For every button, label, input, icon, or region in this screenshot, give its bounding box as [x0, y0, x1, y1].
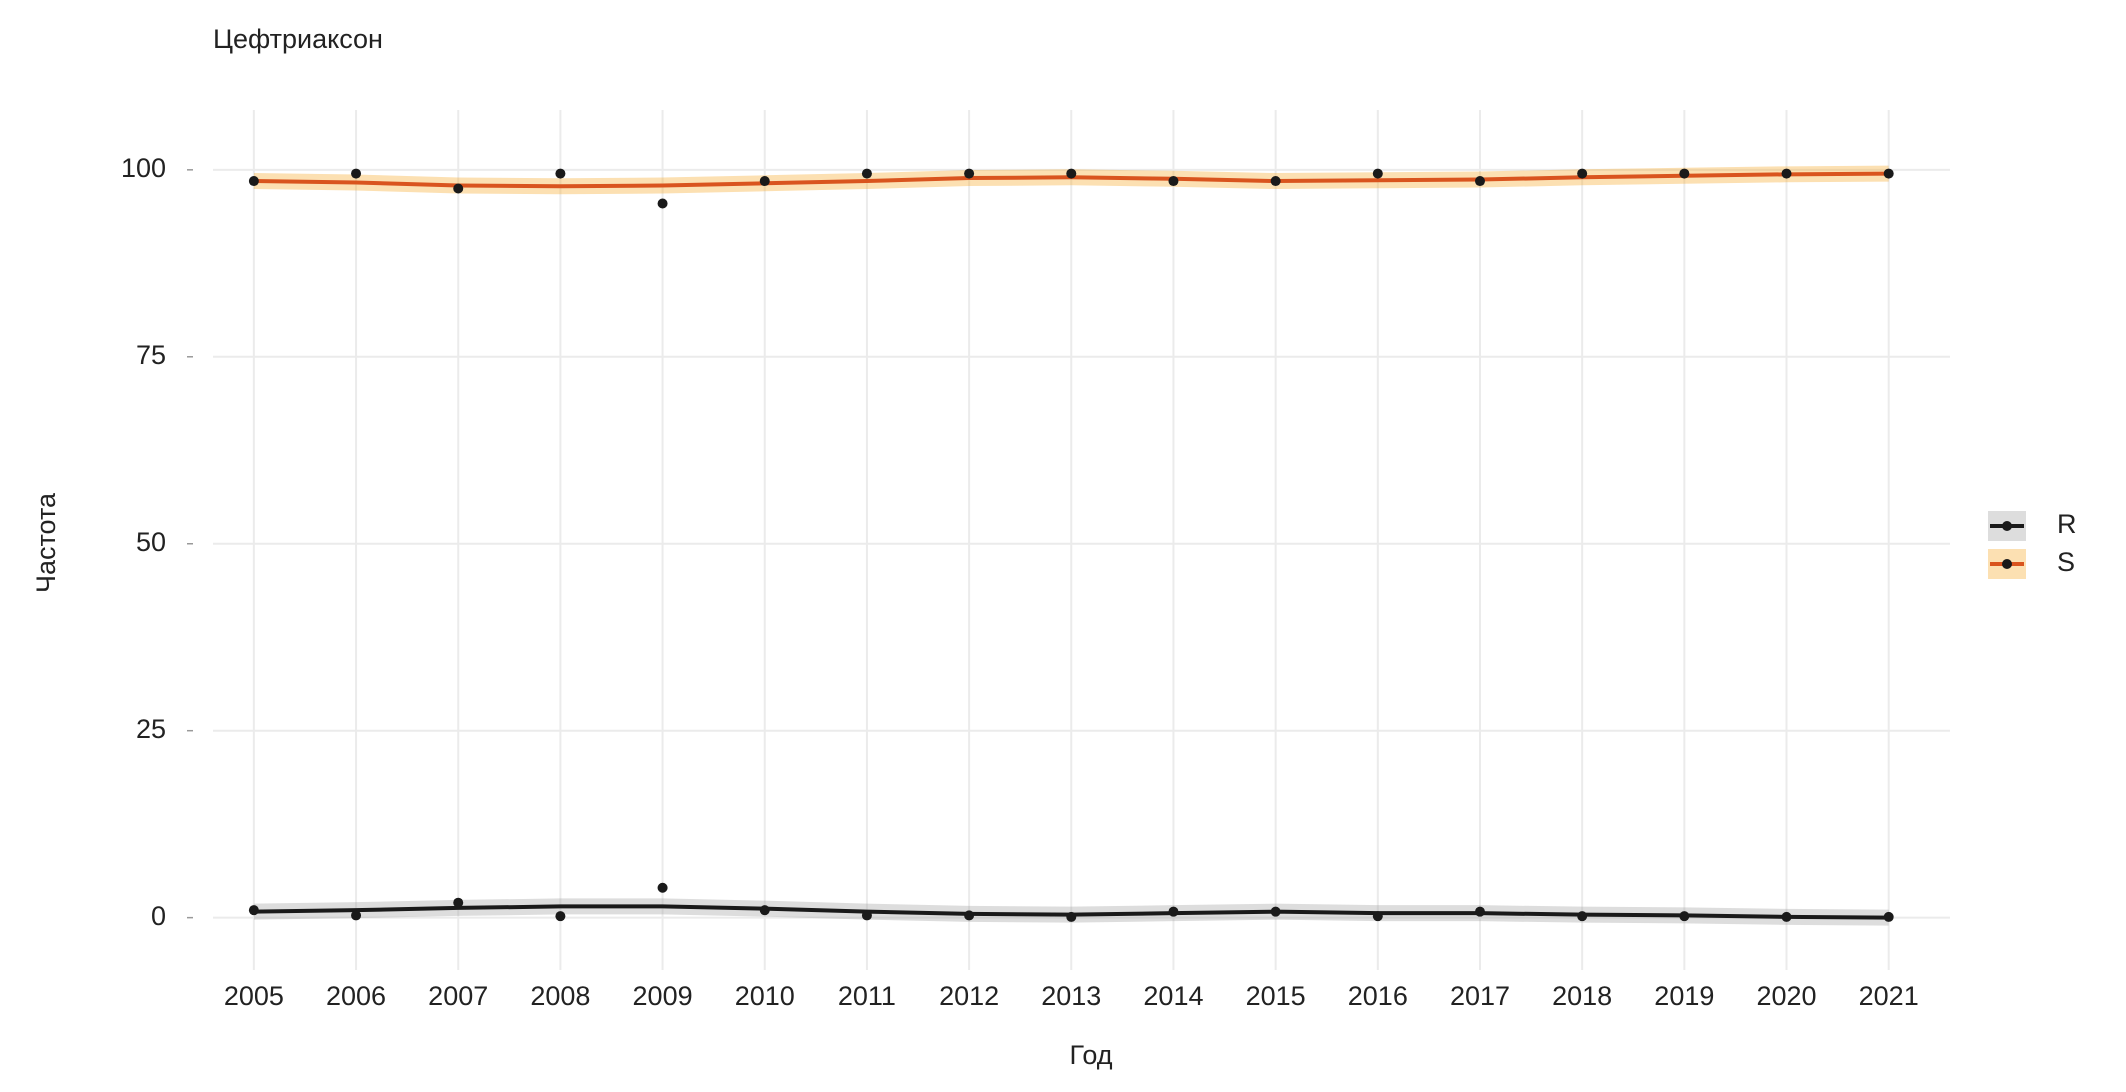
data-point: [1679, 168, 1690, 179]
x-axis-title: Год: [1070, 1040, 1113, 1070]
x-tick-label: 2007: [428, 981, 488, 1011]
y-tick-label: 0: [151, 901, 166, 931]
data-point: [555, 911, 566, 922]
y-axis-title: Частота: [31, 492, 61, 593]
data-point: [1781, 168, 1792, 179]
x-tick-label: 2016: [1348, 981, 1408, 1011]
data-point: [351, 910, 362, 921]
legend-key-point: [2002, 521, 2012, 531]
data-point: [1270, 906, 1281, 917]
data-point: [861, 910, 872, 921]
legend-label: S: [2057, 547, 2075, 577]
data-point: [1883, 911, 1894, 922]
data-point: [248, 176, 259, 187]
data-point: [1883, 168, 1894, 179]
data-point: [759, 905, 770, 916]
data-point: [964, 168, 975, 179]
data-point: [657, 882, 668, 893]
y-tick-label: 75: [136, 340, 166, 370]
data-point: [1270, 176, 1281, 187]
x-tick-label: 2021: [1859, 981, 1919, 1011]
x-tick-label: 2017: [1450, 981, 1510, 1011]
x-tick-label: 2006: [326, 981, 386, 1011]
legend-key-point: [2002, 559, 2012, 569]
data-point: [964, 910, 975, 921]
data-point: [453, 897, 464, 908]
x-tick-label: 2014: [1143, 981, 1203, 1011]
data-point: [1066, 911, 1077, 922]
legend-label: R: [2057, 509, 2077, 539]
y-tick-label: 25: [136, 714, 166, 744]
x-tick-label: 2009: [633, 981, 693, 1011]
data-point: [555, 168, 566, 179]
x-tick-label: 2010: [735, 981, 795, 1011]
data-point: [351, 168, 362, 179]
data-point: [1066, 168, 1077, 179]
x-tick-label: 2015: [1246, 981, 1306, 1011]
data-point: [1781, 911, 1792, 922]
x-tick-label: 2011: [838, 981, 896, 1011]
data-point: [453, 183, 464, 194]
x-tick-label: 2019: [1654, 981, 1714, 1011]
data-point: [1577, 168, 1588, 179]
data-point: [1168, 176, 1179, 187]
data-point: [1474, 176, 1485, 187]
y-tick-label: 50: [136, 527, 166, 557]
data-point: [861, 168, 872, 179]
data-point: [1168, 906, 1179, 917]
data-point: [1679, 911, 1690, 922]
data-point: [1372, 911, 1383, 922]
x-tick-label: 2018: [1552, 981, 1612, 1011]
data-point: [1372, 168, 1383, 179]
data-point: [1474, 906, 1485, 917]
x-tick-label: 2005: [224, 981, 284, 1011]
data-point: [759, 176, 770, 187]
x-tick-label: 2020: [1756, 981, 1816, 1011]
data-point: [1577, 911, 1588, 922]
data-point: [248, 905, 259, 916]
x-tick-label: 2012: [939, 981, 999, 1011]
x-tick-label: 2008: [530, 981, 590, 1011]
x-tick-label: 2013: [1041, 981, 1101, 1011]
data-point: [657, 198, 668, 209]
chart-title: Цефтриаксон: [213, 24, 383, 54]
y-tick-label: 100: [121, 153, 166, 183]
